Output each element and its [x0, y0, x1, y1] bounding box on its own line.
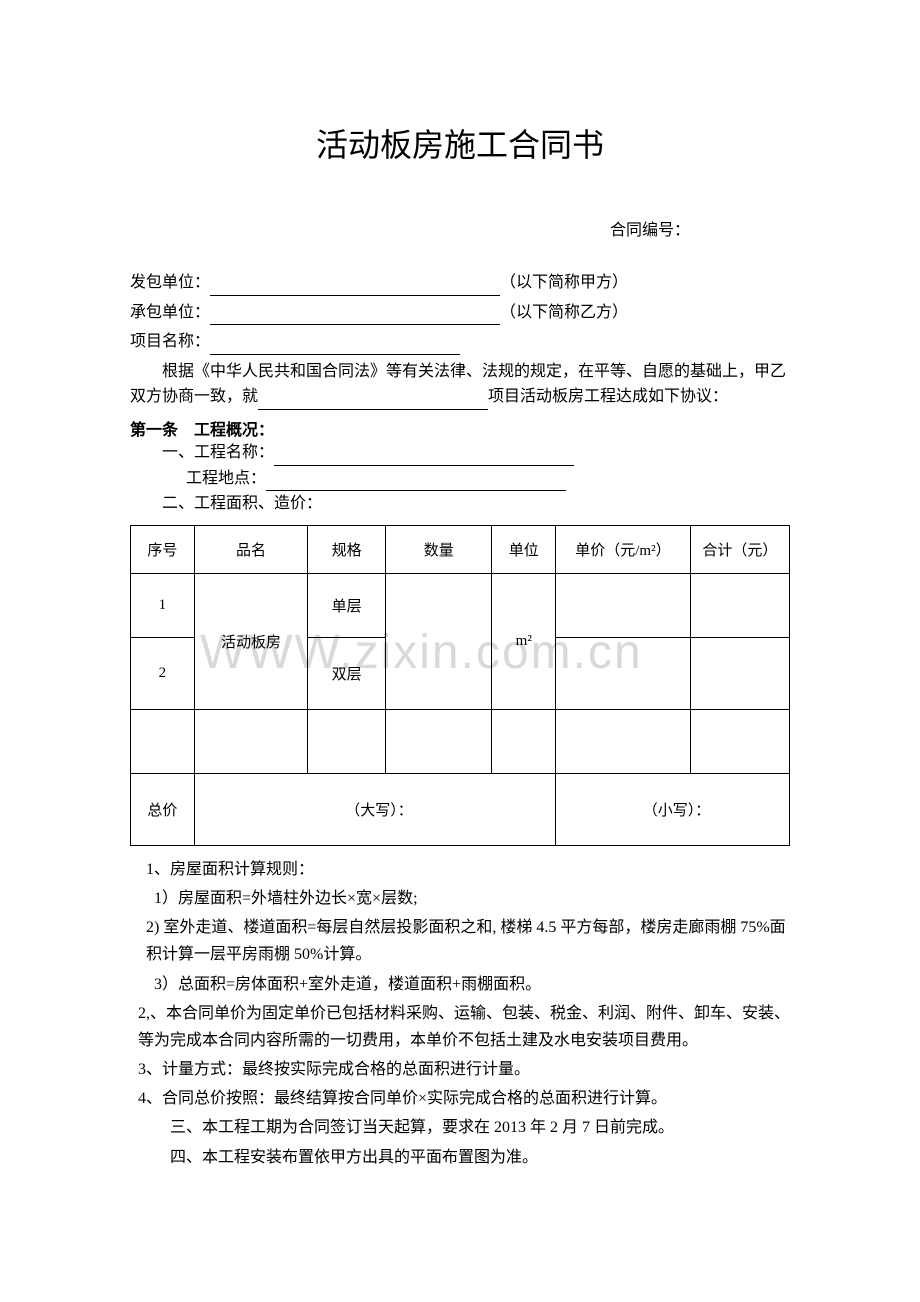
- table-row: 1 活动板房 单层 m²: [131, 573, 790, 637]
- document-content: 活动板房施工合同书 合同编号： 发包单位： （以下简称甲方） 承包单位： （以下简称…: [130, 120, 790, 1171]
- rule-3: 3、计量方式：最终按实际完成合格的总面积进行计量。: [130, 1056, 790, 1083]
- party-b-line: 承包单位： （以下简称乙方）: [130, 300, 790, 326]
- rule-4: 4、合同总价按照：最终结算按合同单价×实际完成合格的总面积进行计算。: [130, 1085, 790, 1112]
- table-row: [131, 709, 790, 773]
- cell-seq-2: 2: [131, 637, 195, 709]
- th-name: 品名: [194, 525, 307, 573]
- recital: 根据《中华人民共和国合同法》等有关法律、法规的规定，在平等、自愿的基础上，甲乙双…: [130, 359, 790, 410]
- cell-price-2: [556, 637, 691, 709]
- rule-1: 1、房屋面积计算规则：: [130, 856, 790, 883]
- spec-table: 序号 品名 规格 数量 单位 单价（元/m²） 合计（元） 1 活动板房 单层 …: [130, 525, 790, 846]
- cell-seq-1: 1: [131, 573, 195, 637]
- cell-price-1: [556, 573, 691, 637]
- item-1-1-label: 一、工程名称：: [162, 444, 274, 461]
- party-a-blank: [210, 278, 500, 296]
- party-b-label: 承包单位：: [130, 304, 210, 321]
- cell-total-1: [690, 573, 789, 637]
- cell-unit: m²: [492, 573, 556, 709]
- recital-part2: 项目活动板房工程达成如下协议：: [488, 388, 728, 405]
- party-b-suffix: （以下简称乙方）: [500, 304, 628, 321]
- th-price: 单价（元/m²）: [556, 525, 691, 573]
- contract-number-label: 合同编号：: [130, 216, 790, 240]
- item-1-1b-label: 工程地点：: [186, 470, 266, 487]
- th-total: 合计（元）: [690, 525, 789, 573]
- party-a-label: 发包单位：: [130, 274, 210, 291]
- item-1-1b-blank: [266, 473, 566, 491]
- cell-qty: [386, 573, 492, 709]
- cell-xiaoxie: （小写）：: [556, 773, 790, 845]
- cell-empty: [556, 709, 691, 773]
- cell-empty: [131, 709, 195, 773]
- cell-total-2: [690, 637, 789, 709]
- rule-1-2: 2) 室外走道、楼道面积=每层自然层投影面积之和, 楼梯 4.5 平方每部，楼房…: [130, 914, 790, 968]
- cell-spec-1: 单层: [308, 573, 386, 637]
- project-name-line: 项目名称：: [130, 329, 790, 355]
- item-1-4: 四、本工程安装布置依甲方出具的平面布置图为准。: [130, 1144, 790, 1171]
- cell-empty: [492, 709, 556, 773]
- party-b-blank: [210, 307, 500, 325]
- project-name-label: 项目名称：: [130, 333, 210, 350]
- project-name-blank: [210, 337, 460, 355]
- document-title: 活动板房施工合同书: [130, 120, 790, 166]
- item-1-2: 二、工程面积、造价：: [130, 491, 790, 517]
- rule-2: 2,、本合同单价为固定单价已包括材料采购、运输、包装、税金、利润、附件、卸车、安…: [130, 1000, 790, 1054]
- party-a-line: 发包单位： （以下简称甲方）: [130, 270, 790, 296]
- section-1-header: 第一条 工程概况：: [130, 416, 790, 440]
- item-1-3: 三、本工程工期为合同签订当天起算，要求在 2013 年 2 月 7 日前完成。: [130, 1114, 790, 1141]
- cell-empty: [690, 709, 789, 773]
- th-spec: 规格: [308, 525, 386, 573]
- table-header-row: 序号 品名 规格 数量 单位 单价（元/m²） 合计（元）: [131, 525, 790, 573]
- cell-empty: [194, 709, 307, 773]
- th-qty: 数量: [386, 525, 492, 573]
- cell-daxie: （大写）：: [194, 773, 555, 845]
- rule-1-3: 3）总面积=房体面积+室外走道，楼道面积+雨棚面积。: [130, 971, 790, 998]
- cell-total-label: 总价: [131, 773, 195, 845]
- cell-name: 活动板房: [194, 573, 307, 709]
- th-seq: 序号: [131, 525, 195, 573]
- item-1-1b: 工程地点：: [130, 466, 790, 492]
- cell-spec-2: 双层: [308, 637, 386, 709]
- rule-1-1: 1）房屋面积=外墙柱外边长×宽×层数;: [130, 885, 790, 912]
- th-unit: 单位: [492, 525, 556, 573]
- recital-blank: [258, 392, 488, 410]
- cell-empty: [308, 709, 386, 773]
- item-1-1-blank: [274, 448, 574, 466]
- party-a-suffix: （以下简称甲方）: [500, 274, 628, 291]
- item-1-1: 一、工程名称：: [130, 440, 790, 466]
- table-total-row: 总价 （大写）： （小写）：: [131, 773, 790, 845]
- cell-empty: [386, 709, 492, 773]
